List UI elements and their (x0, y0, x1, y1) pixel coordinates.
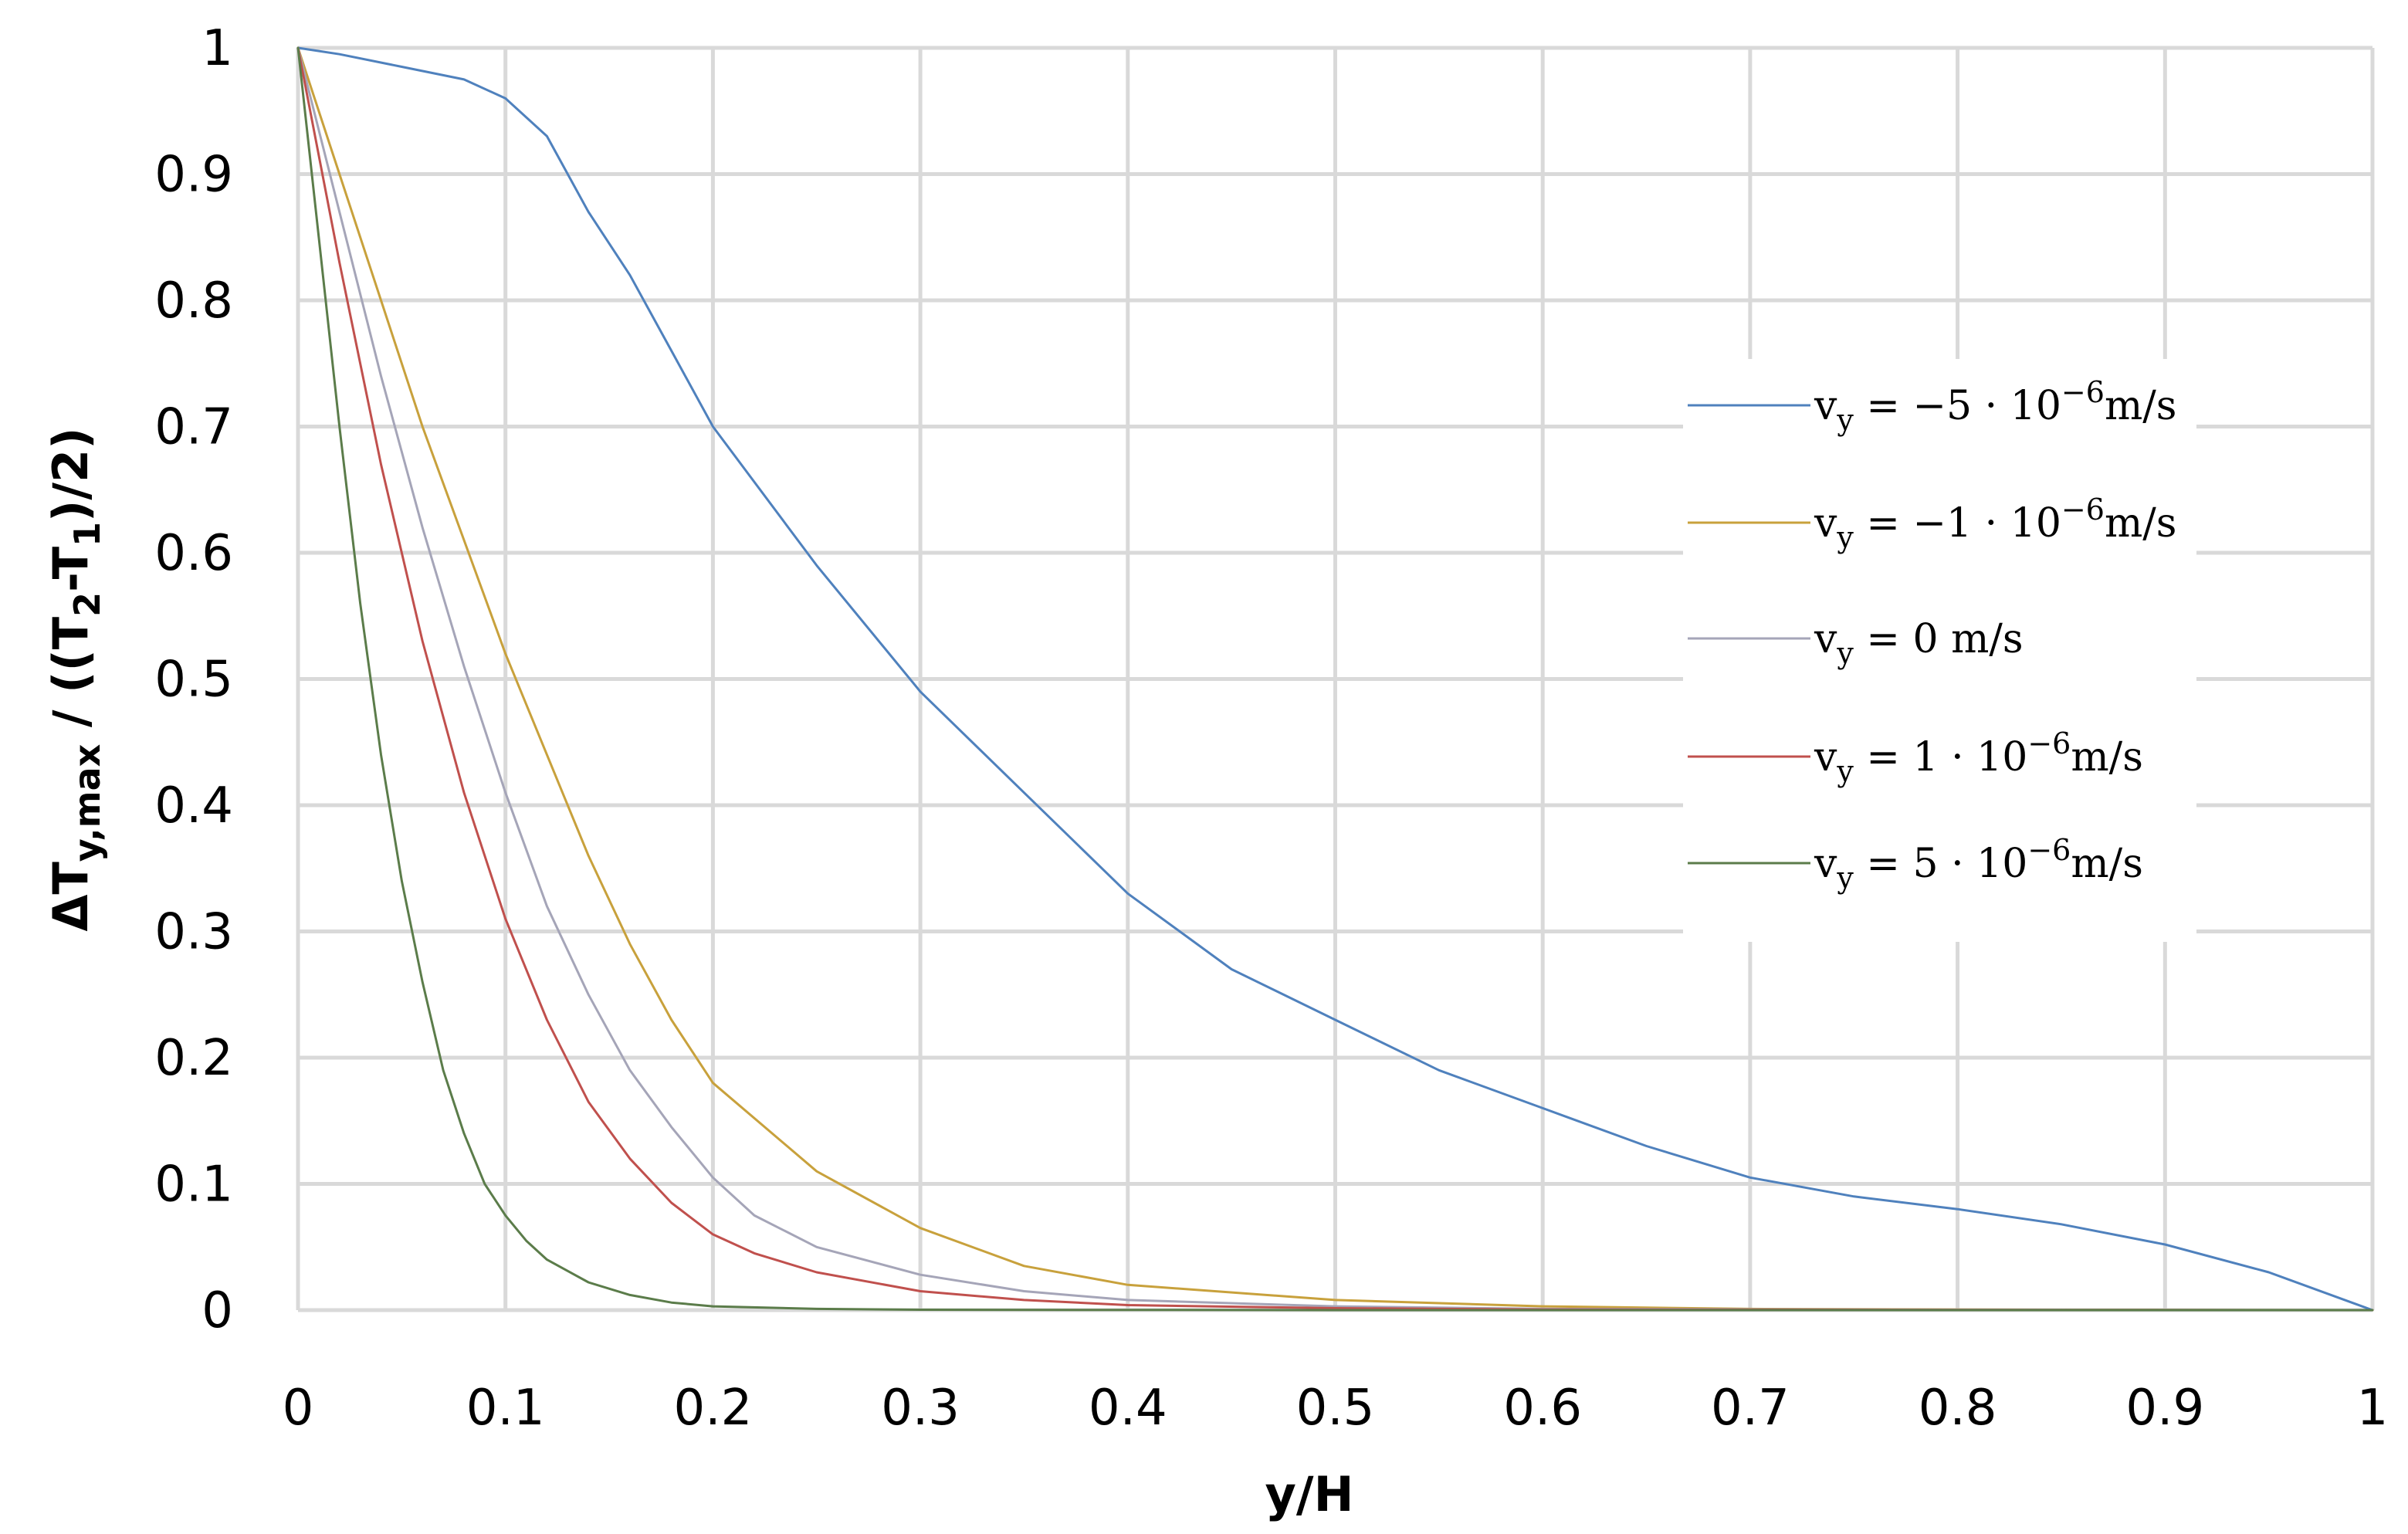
x-tick-label-6: 0.6 (1503, 1380, 1582, 1437)
y-tick-label-9: 0.9 (154, 147, 233, 204)
y-tick-label-7: 0.7 (154, 399, 233, 456)
y-tick-label-6: 0.6 (154, 525, 233, 582)
x-tick-label-10: 1 (2357, 1380, 2389, 1437)
series-line-4 (296, 46, 2374, 1312)
series-line-0 (296, 46, 2374, 1312)
y-tick-label-3: 0.3 (154, 904, 233, 961)
y-tick-label-0: 0 (202, 1282, 233, 1339)
legend-background (1683, 359, 2196, 942)
x-tick-label-8: 0.8 (1919, 1380, 1997, 1437)
y-tick-label-8: 0.8 (154, 273, 233, 330)
x-tick-label-4: 0.4 (1089, 1380, 1167, 1437)
y-tick-label-10: 1 (202, 20, 233, 77)
x-tick-label-2: 0.2 (674, 1380, 753, 1437)
x-tick-label-1: 0.1 (466, 1380, 545, 1437)
series-layer (296, 46, 2374, 1312)
legend-label-1: vy = −1 · 10−6m/s (1814, 493, 2176, 554)
y-tick-label-2: 0.2 (154, 1030, 233, 1087)
x-axis-title: y/H (1265, 1466, 1354, 1522)
x-tick-label-5: 0.5 (1296, 1380, 1375, 1437)
x-tick-label-7: 0.7 (1711, 1380, 1790, 1437)
legend-label-2: vy = 0 m/s (1814, 616, 2024, 670)
x-tick-label-3: 0.3 (881, 1380, 960, 1437)
legend-label-4: vy = 5 · 10−6m/s (1814, 833, 2143, 895)
grid-layer (296, 46, 2375, 1312)
y-tick-label-4: 0.4 (154, 777, 233, 835)
x-tick-label-9: 0.9 (2125, 1380, 2204, 1437)
tick-labels: 0 0.1 0.2 0.3 0.4 0.5 0.6 0.7 0.8 0.9 1 0 0.1 0.2 0.3 0… (154, 20, 2388, 1437)
legend: vy = −5 · 10−6m/s vy = −1 · 10−6m/s vy = 0… (1683, 359, 2196, 942)
y-axis-title: ΔTy,max / ((T2-T1)/2) (42, 427, 108, 931)
y-tick-label-1: 0.1 (154, 1156, 233, 1214)
series-line-3 (296, 46, 2374, 1312)
x-tick-label-0: 0 (283, 1380, 314, 1437)
legend-label-0: vy = −5 · 10−6m/s (1814, 375, 2176, 437)
series-line-2 (296, 46, 2374, 1312)
legend-label-3: vy = 1 · 10−6m/s (1814, 726, 2143, 788)
y-tick-label-5: 0.5 (154, 652, 233, 709)
